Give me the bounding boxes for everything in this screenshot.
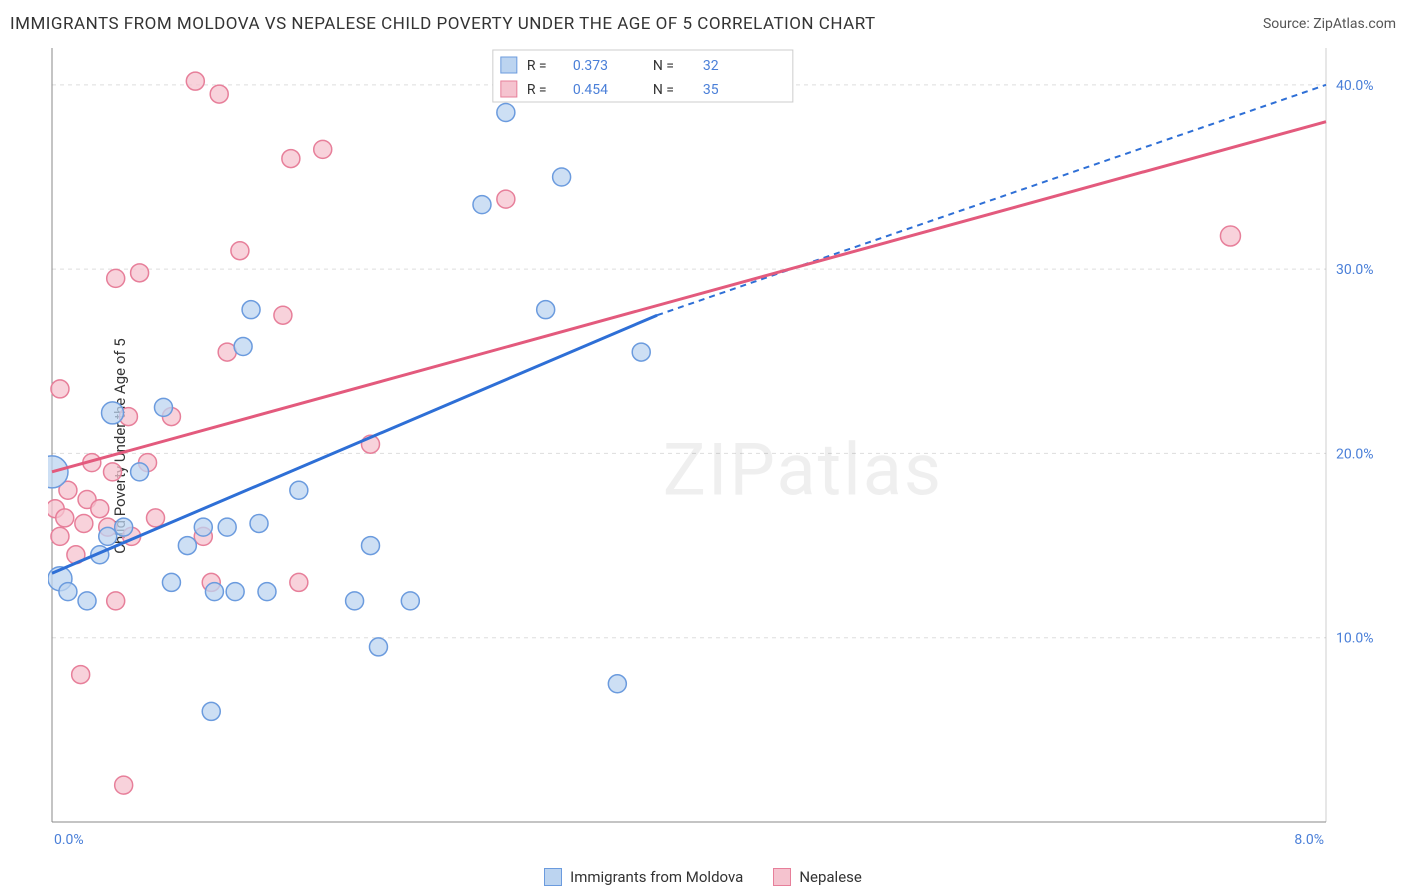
chart-title: IMMIGRANTS FROM MOLDOVA VS NEPALESE CHIL… [10, 14, 876, 34]
svg-text:8.0%: 8.0% [1294, 832, 1324, 848]
svg-text:32: 32 [703, 58, 719, 74]
source-label: Source: ZipAtlas.com [1263, 16, 1396, 32]
legend-label-moldova: Immigrants from Moldova [570, 868, 743, 886]
svg-text:ZIPatlas: ZIPatlas [663, 428, 943, 513]
svg-text:10.0%: 10.0% [1336, 631, 1374, 647]
svg-text:N =: N = [653, 82, 674, 98]
plot-area: 10.0% 20.0% 30.0% 40.0% 0.0% 8.0% ZIPatlas R = 0… [48, 40, 1396, 852]
scatter-chart: 10.0% 20.0% 30.0% 40.0% 0.0% 8.0% ZIPatlas R = 0… [48, 40, 1396, 852]
svg-text:R =: R = [527, 82, 547, 98]
legend-swatch-moldova [544, 868, 562, 886]
svg-text:0.373: 0.373 [573, 58, 608, 74]
chart-header: IMMIGRANTS FROM MOLDOVA VS NEPALESE CHIL… [0, 0, 1406, 40]
svg-text:30.0%: 30.0% [1336, 262, 1374, 278]
svg-text:N =: N = [653, 58, 674, 74]
svg-text:20.0%: 20.0% [1336, 446, 1374, 462]
legend-item-nepalese: Nepalese [773, 868, 862, 886]
svg-text:0.454: 0.454 [573, 82, 608, 98]
legend-item-moldova: Immigrants from Moldova [544, 868, 743, 886]
legend-label-nepalese: Nepalese [799, 868, 862, 886]
legend-bottom: Immigrants from Moldova Nepalese [0, 868, 1406, 886]
svg-text:0.0%: 0.0% [54, 832, 84, 848]
svg-text:R =: R = [527, 58, 547, 74]
svg-text:35: 35 [703, 82, 719, 98]
svg-text:40.0%: 40.0% [1336, 78, 1374, 94]
legend-swatch-nepalese [773, 868, 791, 886]
